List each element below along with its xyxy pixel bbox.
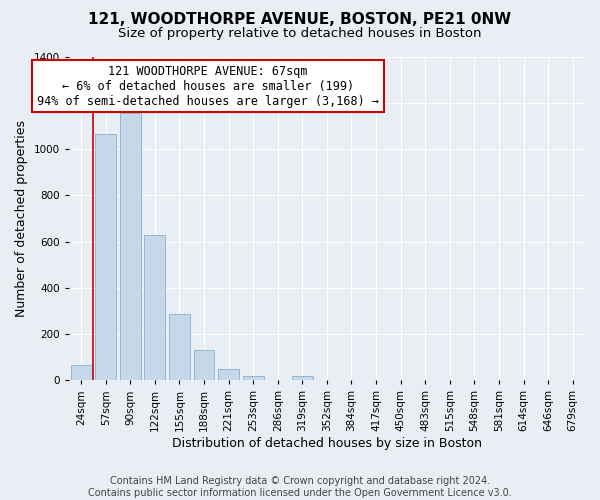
Bar xyxy=(120,113,141,380)
Y-axis label: Number of detached properties: Number of detached properties xyxy=(15,120,28,317)
Text: 121 WOODTHORPE AVENUE: 67sqm
← 6% of detached houses are smaller (199)
94% of se: 121 WOODTHORPE AVENUE: 67sqm ← 6% of det… xyxy=(37,64,379,108)
Text: Contains HM Land Registry data © Crown copyright and database right 2024.
Contai: Contains HM Land Registry data © Crown c… xyxy=(88,476,512,498)
Bar xyxy=(292,376,313,380)
Bar xyxy=(243,376,263,380)
Bar xyxy=(71,366,92,380)
Text: 121, WOODTHORPE AVENUE, BOSTON, PE21 0NW: 121, WOODTHORPE AVENUE, BOSTON, PE21 0NW xyxy=(88,12,512,28)
Bar xyxy=(218,369,239,380)
Bar xyxy=(169,314,190,380)
Bar xyxy=(95,134,116,380)
Text: Size of property relative to detached houses in Boston: Size of property relative to detached ho… xyxy=(118,28,482,40)
Bar xyxy=(145,234,166,380)
X-axis label: Distribution of detached houses by size in Boston: Distribution of detached houses by size … xyxy=(172,437,482,450)
Bar xyxy=(194,350,214,380)
